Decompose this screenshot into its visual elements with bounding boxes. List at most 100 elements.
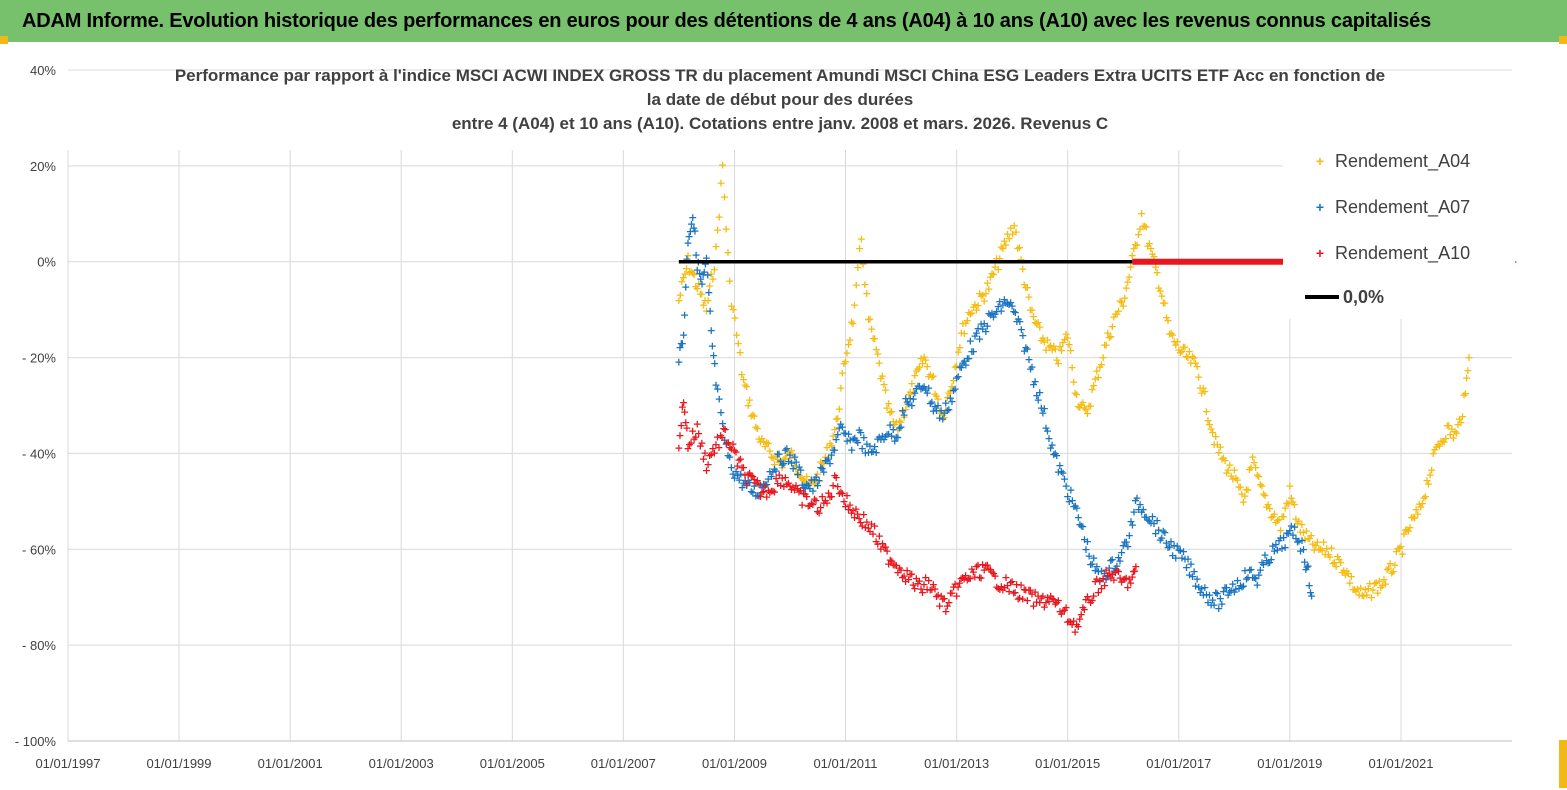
point-marker-a07: + bbox=[1214, 602, 1223, 615]
point-marker-a04: + bbox=[1300, 533, 1309, 546]
point-marker-a04: + bbox=[1450, 425, 1459, 438]
point-marker-a04: + bbox=[1170, 335, 1179, 348]
point-marker-a04: + bbox=[1011, 225, 1020, 238]
point-marker-a10: + bbox=[753, 474, 762, 487]
point-marker-a07: + bbox=[1058, 467, 1067, 480]
point-marker-a07: + bbox=[1152, 514, 1161, 527]
point-marker-a04: + bbox=[920, 351, 929, 364]
point-marker-a04: + bbox=[716, 176, 725, 189]
point-marker-a10: + bbox=[1071, 626, 1080, 639]
point-marker-a07: + bbox=[689, 221, 698, 234]
legend-item-a10: + Rendement_A10 bbox=[1305, 241, 1470, 265]
point-marker-a10: + bbox=[836, 485, 845, 498]
point-marker-a07: + bbox=[1282, 527, 1291, 540]
point-marker-a07: + bbox=[1029, 378, 1038, 391]
point-marker-a07: + bbox=[1063, 490, 1072, 503]
point-marker-a07: + bbox=[756, 479, 765, 492]
point-marker-a04: + bbox=[1103, 327, 1112, 340]
point-marker-a04: + bbox=[1217, 453, 1226, 466]
point-marker-a04: + bbox=[900, 410, 909, 423]
point-marker-a04: + bbox=[1365, 577, 1374, 590]
point-marker-a04: + bbox=[1281, 501, 1290, 514]
point-marker-a10: + bbox=[938, 592, 947, 605]
point-marker-a07: + bbox=[972, 326, 981, 339]
point-marker-a10: + bbox=[1051, 597, 1060, 610]
chart-title-line-3: entre 4 (A04) et 10 ans (A10). Cotations… bbox=[451, 114, 1109, 133]
point-marker-a04: + bbox=[875, 356, 884, 369]
point-marker-a10: + bbox=[771, 472, 780, 485]
point-marker-a04: + bbox=[1433, 438, 1442, 451]
point-marker-a10: + bbox=[851, 503, 860, 516]
point-marker-a07: + bbox=[1208, 593, 1217, 606]
point-marker-a10: + bbox=[887, 555, 896, 568]
point-marker-a10: + bbox=[916, 583, 925, 596]
point-marker-a10: + bbox=[721, 423, 730, 436]
point-marker-a07: + bbox=[1055, 459, 1064, 472]
point-marker-a10: + bbox=[764, 484, 773, 497]
point-marker-a04: + bbox=[1057, 344, 1066, 357]
point-marker-a04: + bbox=[1119, 299, 1128, 312]
point-marker-a04: + bbox=[796, 471, 805, 484]
point-marker-a04: + bbox=[1455, 412, 1464, 425]
point-marker-a07: + bbox=[1197, 582, 1206, 595]
point-marker-a07: + bbox=[868, 445, 877, 458]
point-marker-a07: + bbox=[1006, 296, 1015, 309]
point-marker-a10: + bbox=[811, 494, 820, 507]
point-marker-a07: + bbox=[1146, 516, 1155, 529]
point-marker-a07: + bbox=[708, 339, 717, 352]
point-marker-a04: + bbox=[845, 334, 854, 347]
point-marker-a07: + bbox=[1097, 564, 1106, 577]
point-marker-a04: + bbox=[1335, 553, 1344, 566]
point-marker-a07: + bbox=[709, 349, 718, 362]
point-marker-a04: + bbox=[1282, 496, 1291, 509]
point-marker-a10: + bbox=[1049, 593, 1058, 606]
point-marker-a04: + bbox=[693, 282, 702, 295]
point-marker-a04: + bbox=[1125, 270, 1134, 283]
point-marker-a10: + bbox=[949, 581, 958, 594]
point-marker-a07: + bbox=[1271, 538, 1280, 551]
point-marker-a10: + bbox=[1109, 573, 1118, 586]
point-marker-a07: + bbox=[1227, 584, 1236, 597]
point-marker-a07: + bbox=[937, 404, 946, 417]
point-marker-a10: + bbox=[918, 586, 927, 599]
point-marker-a04: + bbox=[904, 388, 913, 401]
point-marker-a04: + bbox=[1432, 441, 1441, 454]
point-marker-a07: + bbox=[896, 421, 905, 434]
point-marker-a07: + bbox=[954, 370, 963, 383]
series-a07: ++++++++++++++++++++++++++++++++++++++++… bbox=[674, 211, 1316, 615]
point-marker-a04: + bbox=[737, 368, 746, 381]
point-marker-a07: + bbox=[804, 479, 813, 492]
point-marker-a04: + bbox=[1048, 343, 1057, 356]
point-marker-a04: + bbox=[688, 266, 697, 279]
point-marker-a04: + bbox=[743, 399, 752, 412]
point-marker-a07: + bbox=[785, 449, 794, 462]
point-marker-a07: + bbox=[1023, 342, 1032, 355]
point-marker-a04: + bbox=[1276, 524, 1285, 537]
point-marker-a10: + bbox=[1129, 565, 1138, 578]
point-marker-a10: + bbox=[838, 487, 847, 500]
point-marker-a10: + bbox=[1012, 578, 1021, 591]
point-marker-a04: + bbox=[1062, 327, 1071, 340]
point-marker-a04: + bbox=[729, 303, 738, 316]
point-marker-a04: + bbox=[1237, 487, 1246, 500]
point-marker-a10: + bbox=[775, 469, 784, 482]
point-marker-a04: + bbox=[1078, 396, 1087, 409]
point-marker-a04: + bbox=[937, 406, 946, 419]
point-marker-a07: + bbox=[757, 481, 766, 494]
point-marker-a10: + bbox=[859, 508, 868, 521]
point-marker-a07: + bbox=[1151, 527, 1160, 540]
point-marker-a07: + bbox=[958, 357, 967, 370]
point-marker-a07: + bbox=[1299, 543, 1308, 556]
point-marker-a04: + bbox=[686, 265, 695, 278]
point-marker-a04: + bbox=[941, 404, 950, 417]
point-marker-a10: + bbox=[952, 589, 961, 602]
point-marker-a07: + bbox=[1173, 540, 1182, 553]
point-marker-a04: + bbox=[1254, 470, 1263, 483]
point-marker-a07: + bbox=[813, 479, 822, 492]
point-marker-a04: + bbox=[1321, 548, 1330, 561]
point-marker-a04: + bbox=[756, 435, 765, 448]
point-marker-a04: + bbox=[1182, 350, 1191, 363]
point-marker-a04: + bbox=[860, 278, 869, 291]
point-marker-a10: + bbox=[747, 469, 756, 482]
point-marker-a10: + bbox=[711, 438, 720, 451]
